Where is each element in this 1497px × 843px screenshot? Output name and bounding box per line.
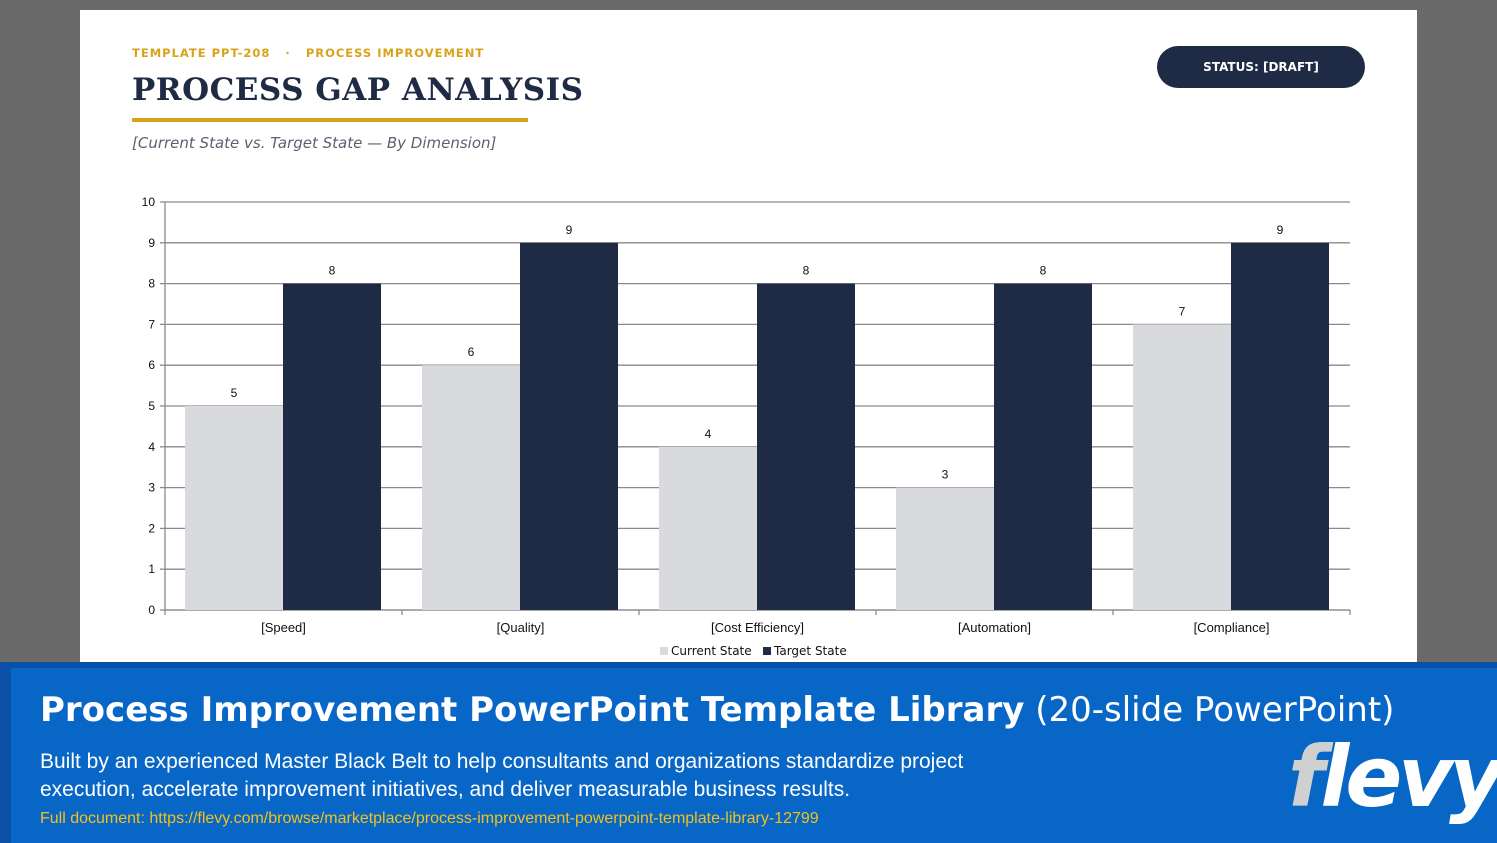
data-label: 4 bbox=[705, 427, 712, 441]
status-badge: STATUS: [DRAFT] bbox=[1157, 46, 1365, 88]
banner-title-main: Process Improvement PowerPoint Template … bbox=[40, 690, 1025, 730]
y-tick-label: 8 bbox=[148, 277, 155, 291]
eyebrow-template-id: TEMPLATE PPT-208 bbox=[132, 46, 271, 60]
y-tick-label: 3 bbox=[148, 481, 155, 495]
promo-banner bbox=[0, 662, 1497, 843]
data-label: 5 bbox=[231, 386, 238, 400]
bar bbox=[283, 283, 381, 610]
data-label: 8 bbox=[803, 264, 810, 278]
x-tick-label: [Cost Efficiency] bbox=[711, 620, 804, 635]
legend-label: Target State bbox=[773, 644, 847, 658]
legend-label: Current State bbox=[671, 644, 752, 658]
page-title: PROCESS GAP ANALYSIS bbox=[132, 72, 584, 108]
promo-banner-panel bbox=[11, 668, 1497, 843]
bar-chart: 0 1 2 3 4 5 6 7 8 9 10 5 8 [Speed] 6 9 [Quality] 4 8 [Cost … bbox=[142, 195, 1351, 658]
y-tick-label: 2 bbox=[148, 521, 155, 535]
y-tick-label: 6 bbox=[148, 358, 155, 372]
eyebrow: TEMPLATE PPT-208 · PROCESS IMPROVEMENT bbox=[132, 46, 484, 60]
data-label: 7 bbox=[1179, 304, 1186, 318]
eyebrow-separator: · bbox=[285, 46, 291, 60]
document-link[interactable]: Full document: https://flevy.com/browse/… bbox=[40, 810, 819, 827]
y-tick-label: 5 bbox=[148, 399, 155, 413]
data-label: 8 bbox=[1040, 264, 1047, 278]
legend-swatch bbox=[763, 647, 771, 655]
eyebrow-category: PROCESS IMPROVEMENT bbox=[305, 46, 485, 60]
y-tick-label: 4 bbox=[148, 440, 155, 454]
x-tick-label: [Compliance] bbox=[1194, 620, 1270, 635]
banner-description: Built by an experienced Master Black Bel… bbox=[40, 750, 964, 801]
flevy-logo[interactable]: flevy bbox=[1288, 728, 1497, 826]
data-label: 9 bbox=[1277, 223, 1284, 237]
legend-swatch bbox=[660, 647, 668, 655]
y-tick-label: 10 bbox=[142, 195, 156, 209]
page-subtitle: [Current State vs. Target State — By Dim… bbox=[132, 134, 497, 152]
data-label: 8 bbox=[329, 264, 336, 278]
bar bbox=[1231, 242, 1329, 611]
data-label: 9 bbox=[566, 223, 573, 237]
bar bbox=[659, 446, 757, 610]
bar bbox=[185, 406, 283, 610]
bar bbox=[896, 487, 994, 610]
title-underline bbox=[132, 118, 528, 122]
slide: TEMPLATE PPT-208 · PROCESS IMPROVEMENT P… bbox=[80, 10, 1417, 670]
x-tick-label: [Quality] bbox=[497, 620, 545, 635]
bar bbox=[1133, 324, 1231, 610]
data-label: 3 bbox=[942, 468, 949, 482]
bar bbox=[994, 283, 1092, 610]
bar bbox=[520, 242, 618, 611]
banner-title-suffix: (20-slide PowerPoint) bbox=[1035, 690, 1395, 730]
y-tick-label: 7 bbox=[148, 317, 155, 331]
data-label: 6 bbox=[468, 345, 475, 359]
y-tick-label: 9 bbox=[148, 236, 155, 250]
y-tick-label: 1 bbox=[148, 562, 155, 576]
banner-title: Process Improvement PowerPoint Template … bbox=[40, 690, 1394, 730]
bar bbox=[757, 283, 855, 610]
x-tick-label: [Speed] bbox=[261, 620, 306, 635]
y-tick-label: 0 bbox=[148, 603, 155, 617]
x-tick-label: [Automation] bbox=[958, 620, 1031, 635]
bar bbox=[422, 365, 520, 610]
